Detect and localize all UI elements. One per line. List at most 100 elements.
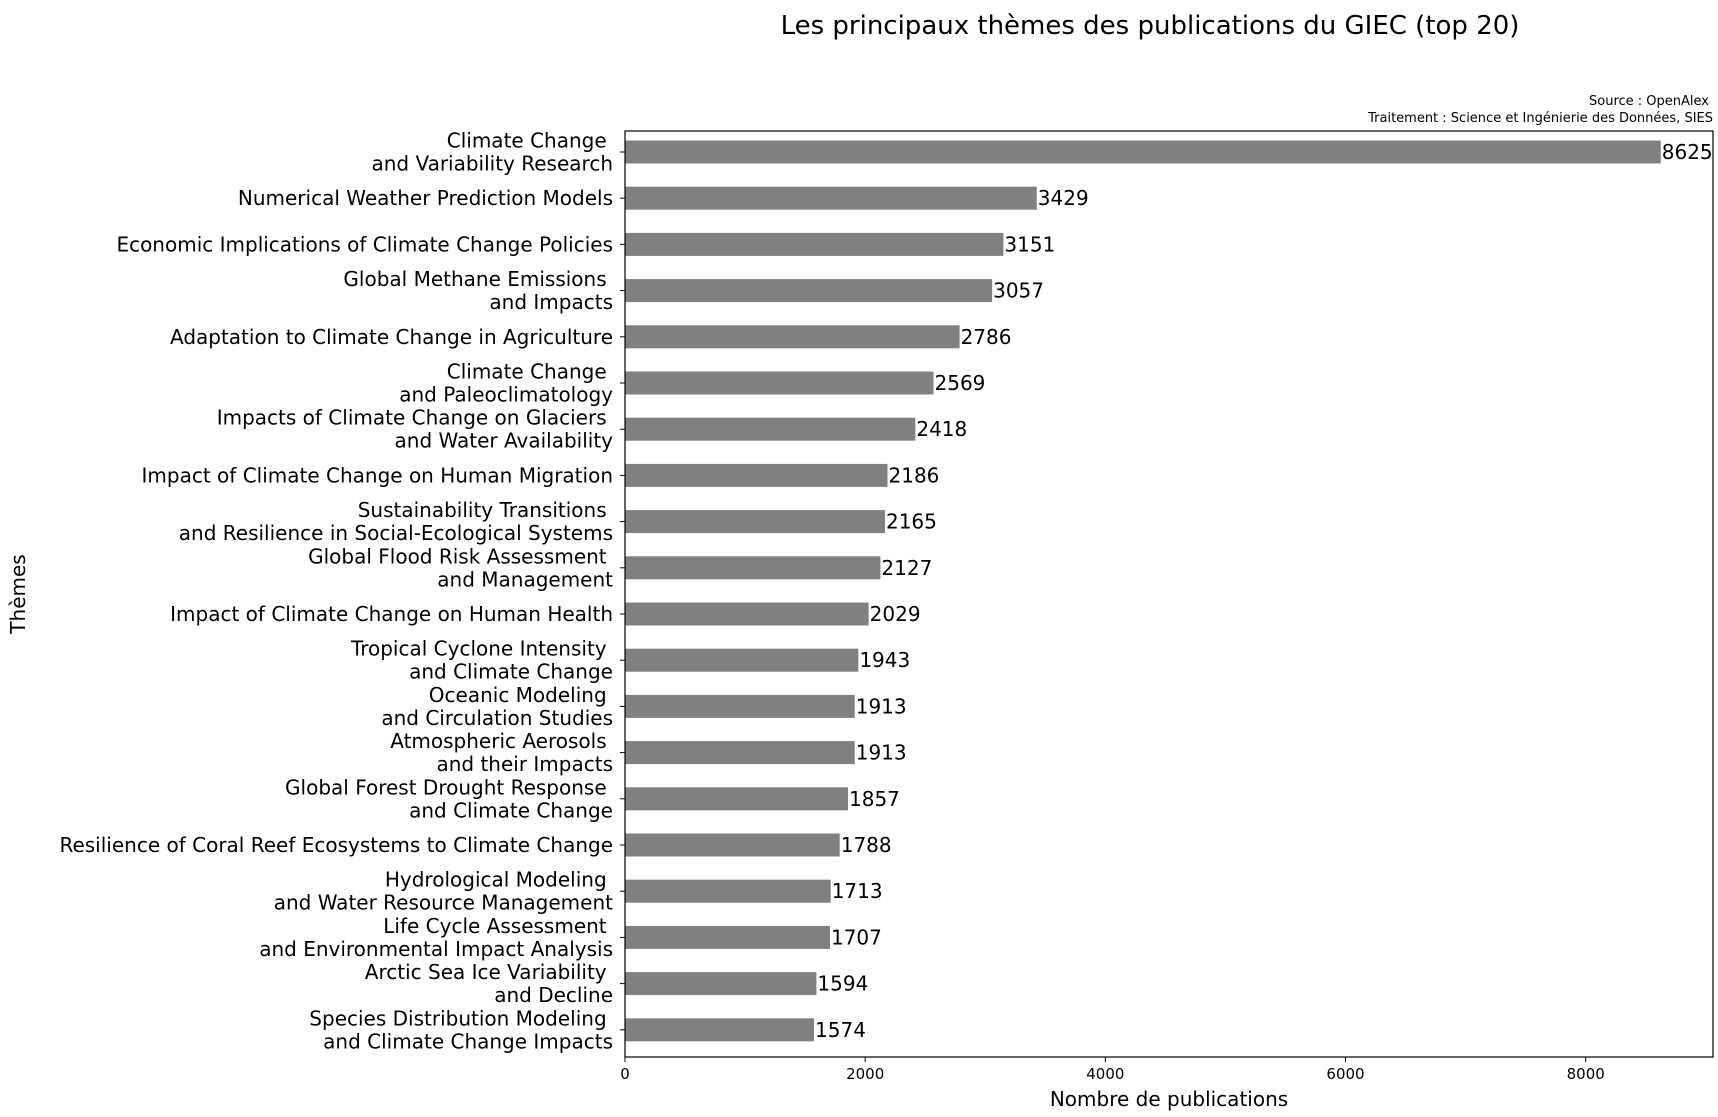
category-label-line: Climate Change bbox=[447, 129, 613, 153]
bar-value-label: 1913 bbox=[856, 741, 907, 765]
x-tick-label: 0 bbox=[620, 1065, 630, 1083]
category-label-line: Impacts of Climate Change on Glaciers bbox=[217, 406, 613, 430]
bar bbox=[625, 787, 848, 811]
category-label: Impact of Climate Change on Human Migrat… bbox=[142, 463, 613, 487]
bar-value-label: 1943 bbox=[859, 648, 910, 672]
x-axis-label: Nombre de publications bbox=[1050, 1087, 1288, 1111]
category-label: Climate Change and Variability Research bbox=[371, 129, 613, 176]
bar bbox=[625, 741, 855, 765]
value-labels-layer: 8625 3429 3151 3057 2786 2569 2418 2186 2165 2127… bbox=[815, 140, 1713, 1042]
category-label-line: Oceanic Modeling bbox=[429, 683, 613, 707]
category-label-line: Climate Change bbox=[447, 360, 613, 384]
category-label: Global Flood Risk Assessment and Managem… bbox=[308, 544, 613, 591]
category-label: Global Forest Drought Response and Clima… bbox=[285, 775, 613, 822]
x-tick-label: 8000 bbox=[1567, 1065, 1605, 1083]
bar-value-label: 3151 bbox=[1004, 232, 1055, 256]
bar bbox=[625, 463, 888, 487]
category-label-line: Arctic Sea Ice Variability bbox=[365, 960, 613, 984]
bar bbox=[625, 648, 859, 672]
category-label-line: Global Methane Emissions bbox=[343, 267, 613, 291]
category-label-line: and Impacts bbox=[489, 290, 613, 314]
category-label-line: and Management bbox=[437, 567, 613, 591]
bar bbox=[625, 925, 830, 949]
processing-line: Traitement : Science et Ingénierie des D… bbox=[1367, 111, 1713, 126]
bar-value-label: 1707 bbox=[831, 925, 882, 949]
category-label-line: Economic Implications of Climate Change … bbox=[116, 232, 613, 256]
category-label: Economic Implications of Climate Change … bbox=[116, 232, 613, 256]
category-label-line: Resilience of Coral Reef Ecosystems to C… bbox=[59, 833, 613, 857]
bar-value-label: 1788 bbox=[841, 833, 892, 857]
category-label-line: Impact of Climate Change on Human Migrat… bbox=[142, 463, 613, 487]
category-label: Adaptation to Climate Change in Agricult… bbox=[170, 325, 613, 349]
category-label-line: and Water Resource Management bbox=[274, 891, 613, 915]
category-label-line: and Resilience in Social-Ecological Syst… bbox=[179, 521, 613, 545]
category-label: Life Cycle Assessment and Environmental … bbox=[259, 914, 613, 961]
x-tick-label: 2000 bbox=[846, 1065, 884, 1083]
category-label-line: Atmospheric Aerosols bbox=[390, 729, 613, 753]
bar-value-label: 2418 bbox=[916, 417, 967, 441]
x-tick-label: 4000 bbox=[1086, 1065, 1124, 1083]
category-label-line: and Decline bbox=[494, 983, 613, 1007]
bar-value-label: 2165 bbox=[886, 510, 937, 534]
bar bbox=[625, 186, 1037, 210]
category-label: Arctic Sea Ice Variability and Decline bbox=[365, 960, 613, 1007]
x-axis: 0 2000 4000 6000 8000 bbox=[620, 1057, 1605, 1083]
bar-value-label: 2029 bbox=[870, 602, 921, 626]
plot-frame bbox=[624, 130, 1714, 1058]
bar bbox=[625, 833, 840, 857]
category-label-line: Species Distribution Modeling bbox=[309, 1006, 613, 1030]
category-label-line: and Variability Research bbox=[371, 152, 613, 176]
category-label-line: and Environmental Impact Analysis bbox=[259, 937, 613, 961]
x-tick-label: 6000 bbox=[1326, 1065, 1364, 1083]
category-label: Impacts of Climate Change on Glaciers an… bbox=[217, 406, 613, 453]
category-label: Impact of Climate Change on Human Health bbox=[170, 602, 613, 626]
category-label-line: and Water Availability bbox=[395, 429, 614, 453]
bar-value-label: 3057 bbox=[993, 279, 1044, 303]
category-label-line: Global Forest Drought Response bbox=[285, 775, 613, 799]
category-label-line: Impact of Climate Change on Human Health bbox=[170, 602, 613, 626]
category-label-line: and Circulation Studies bbox=[381, 706, 613, 730]
category-label-line: Sustainability Transitions bbox=[358, 498, 613, 522]
bar bbox=[625, 510, 885, 534]
category-label: Global Methane Emissions and Impacts bbox=[343, 267, 613, 314]
y-axis-label: Thèmes bbox=[6, 554, 30, 634]
bar bbox=[625, 279, 993, 303]
category-label-line: and Climate Change bbox=[409, 660, 613, 684]
bar bbox=[625, 972, 817, 996]
category-label: Resilience of Coral Reef Ecosystems to C… bbox=[59, 833, 613, 857]
category-labels-layer: Climate Change and Variability Research N… bbox=[59, 129, 625, 1053]
chart-title: Les principaux thèmes des publications d… bbox=[781, 11, 1520, 41]
category-label-line: Adaptation to Climate Change in Agricult… bbox=[170, 325, 613, 349]
category-label-line: Numerical Weather Prediction Models bbox=[238, 186, 613, 210]
bar bbox=[625, 1018, 815, 1042]
category-label: Species Distribution Modeling and Climat… bbox=[309, 1006, 613, 1053]
bar-value-label: 2569 bbox=[935, 371, 986, 395]
category-label-line: and Climate Change Impacts bbox=[323, 1029, 613, 1053]
bar-value-label: 2786 bbox=[961, 325, 1012, 349]
category-label-line: Global Flood Risk Assessment bbox=[308, 544, 613, 568]
bar bbox=[625, 232, 1004, 256]
bar-value-label: 8625 bbox=[1662, 140, 1713, 164]
bar-value-label: 1713 bbox=[832, 879, 883, 903]
bar-value-label: 2127 bbox=[881, 556, 932, 580]
category-label-line: and Climate Change bbox=[409, 798, 613, 822]
bar bbox=[625, 371, 934, 395]
bar bbox=[625, 694, 855, 718]
category-label-line: and Paleoclimatology bbox=[399, 383, 613, 407]
bar bbox=[625, 417, 916, 441]
category-label: Tropical Cyclone Intensity and Climate C… bbox=[350, 637, 613, 684]
category-label: Sustainability Transitions and Resilienc… bbox=[179, 498, 613, 545]
category-label-line: Hydrological Modeling bbox=[385, 868, 613, 892]
bars-layer bbox=[625, 140, 1661, 1042]
bar bbox=[625, 325, 960, 349]
category-label-line: Life Cycle Assessment bbox=[383, 914, 613, 938]
bar bbox=[625, 879, 831, 903]
bar-value-label: 1594 bbox=[817, 972, 868, 996]
category-label: Climate Change and Paleoclimatology bbox=[399, 360, 613, 407]
bar-value-label: 3429 bbox=[1038, 186, 1089, 210]
category-label-line: and their Impacts bbox=[436, 752, 613, 776]
category-label-line: Tropical Cyclone Intensity bbox=[350, 637, 613, 661]
category-label: Numerical Weather Prediction Models bbox=[238, 186, 613, 210]
bar-value-label: 1857 bbox=[849, 787, 900, 811]
